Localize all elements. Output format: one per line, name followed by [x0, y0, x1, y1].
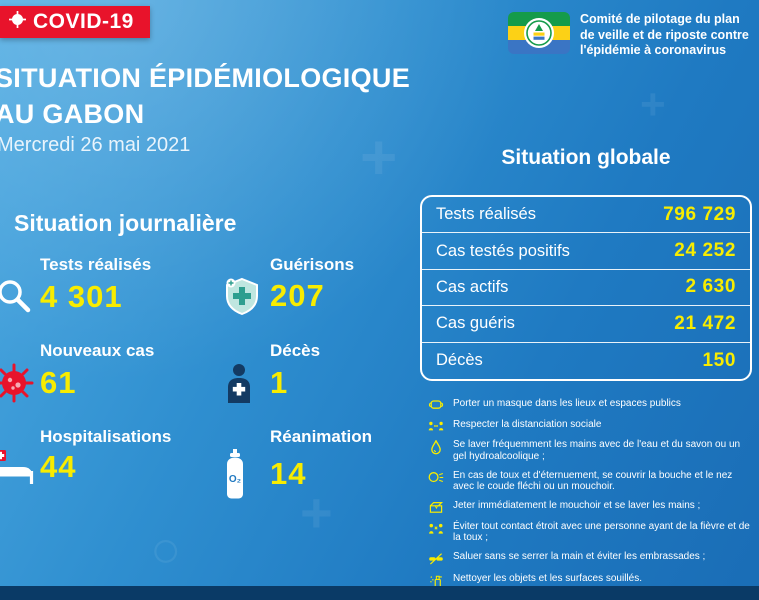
advice-text: En cas de toux et d'éternuement, se couv…	[453, 469, 733, 493]
advice-text: Nettoyer les objets et les surfaces soui…	[453, 572, 642, 584]
table-row: Tests réalisés 796 729	[422, 197, 750, 234]
committee-line3: l'épidémie à coronavirus	[580, 43, 727, 57]
background-plus-icon: +	[360, 121, 398, 193]
background-plus-icon: +	[640, 80, 666, 129]
page-title-line1: SITUATION ÉPIDÉMIOLOGIQUE	[0, 63, 411, 93]
stat-label: Réanimation	[270, 427, 373, 446]
no-handshake-icon	[428, 552, 444, 565]
list-item: En cas de toux et d'éternuement, se couv…	[428, 470, 752, 493]
virus-badge-icon	[8, 10, 27, 33]
stat-value: 44	[40, 449, 77, 484]
org-header: Comité de pilotage du plan de veille et …	[508, 12, 759, 59]
list-item: Éviter tout contact étroit avec une pers…	[428, 521, 752, 544]
row-label: Cas testés positifs	[436, 241, 570, 260]
cough-elbow-icon	[428, 471, 444, 484]
committee-name: Comité de pilotage du plan de veille et …	[580, 12, 759, 59]
stat-value: 207	[270, 278, 325, 313]
table-row: Cas guéris 21 472	[422, 306, 750, 343]
footer-bar	[0, 586, 759, 600]
avoid-contact-icon	[428, 522, 444, 535]
stat-reanimation: Réanimation O₂ 14	[224, 427, 454, 499]
stat-value: 61	[40, 365, 77, 400]
wash-hands-icon	[428, 440, 444, 455]
stat-deces: Décès 1	[224, 341, 454, 403]
covid-banner: COVID-19	[0, 6, 150, 38]
row-value: 2 630	[685, 276, 736, 298]
stat-label: Guérisons	[270, 255, 355, 274]
list-item: Jeter immédiatement le mouchoir et se la…	[428, 500, 752, 513]
advice-text: Porter un masque dans les lieux et espac…	[453, 398, 681, 409]
committee-line2: de veille et de riposte contre	[580, 27, 749, 42]
magnifier-icon	[0, 277, 40, 317]
row-label: Tests réalisés	[436, 205, 536, 224]
prevention-advice-list: Porter un masque dans les lieux et espac…	[428, 398, 752, 595]
stat-guerisons: Guérisons 207	[224, 255, 454, 315]
row-label: Cas guéris	[436, 314, 515, 333]
covid-banner-label: COVID-19	[33, 10, 134, 33]
stat-hospitalisations: Hospitalisations 44	[0, 427, 224, 485]
table-row: Cas testés positifs 24 252	[422, 233, 750, 270]
advice-text: Éviter tout contact étroit avec une pers…	[453, 520, 750, 544]
row-value: 21 472	[674, 312, 736, 334]
person-icon	[224, 363, 270, 403]
committee-emblem-icon	[523, 17, 555, 54]
stat-tests-realises: Tests réalisés 4 301	[0, 255, 224, 317]
list-item: Se laver fréquemment les mains avec de l…	[428, 439, 752, 462]
row-label: Décès	[436, 351, 483, 370]
background-circle-icon: ○	[150, 521, 182, 579]
stat-label: Hospitalisations	[40, 427, 172, 446]
advice-text: Se laver fréquemment les mains avec de l…	[453, 439, 741, 462]
stat-label: Nouveaux cas	[40, 341, 155, 360]
stat-value: 1	[270, 365, 289, 400]
row-value: 796 729	[663, 203, 736, 225]
daily-section-title: Situation journalière	[14, 210, 237, 236]
global-section-title: Situation globale	[501, 146, 671, 169]
list-item: Respecter la distanciation sociale	[428, 419, 752, 432]
oxygen-tank-icon: O₂	[224, 449, 270, 499]
page-title-line2: AU GABON	[0, 99, 145, 129]
social-distance-icon	[428, 420, 444, 432]
stat-value: 4 301	[40, 279, 123, 314]
table-row: Cas actifs 2 630	[422, 270, 750, 307]
list-item: Saluer sans se serrer la main et éviter …	[428, 551, 752, 565]
tissue-icon	[428, 501, 444, 513]
table-row: Décès 150	[422, 343, 750, 379]
stat-label: Décès	[270, 341, 321, 360]
row-value: 150	[702, 349, 736, 371]
list-item: Porter un masque dans les lieux et espac…	[428, 398, 752, 411]
shield-cross-icon	[224, 277, 270, 315]
stat-nouveaux-cas: Nouveaux cas 61	[0, 341, 224, 403]
stat-label: Tests réalisés	[40, 255, 152, 274]
committee-line1: Comité de pilotage du plan	[580, 12, 740, 26]
advice-text: Saluer sans se serrer la main et éviter …	[453, 551, 706, 562]
gabon-flag	[508, 12, 570, 54]
virus-icon	[0, 363, 40, 403]
global-stats-table: Tests réalisés 796 729 Cas testés positi…	[420, 195, 752, 381]
page-title: SITUATION ÉPIDÉMIOLOGIQUE AU GABON	[0, 60, 410, 132]
advice-text: Respecter la distanciation sociale	[453, 418, 602, 430]
row-value: 24 252	[674, 240, 736, 262]
hospital-bed-icon	[0, 449, 40, 485]
advice-text: Jeter immédiatement le mouchoir et se la…	[453, 500, 701, 511]
row-label: Cas actifs	[436, 277, 509, 296]
svg-text:O₂: O₂	[229, 474, 241, 485]
stat-value: 14	[270, 456, 307, 491]
mask-icon	[428, 399, 444, 411]
background-plus-icon: +	[300, 481, 333, 544]
report-date: Mercredi 26 mai 2021	[0, 134, 191, 156]
